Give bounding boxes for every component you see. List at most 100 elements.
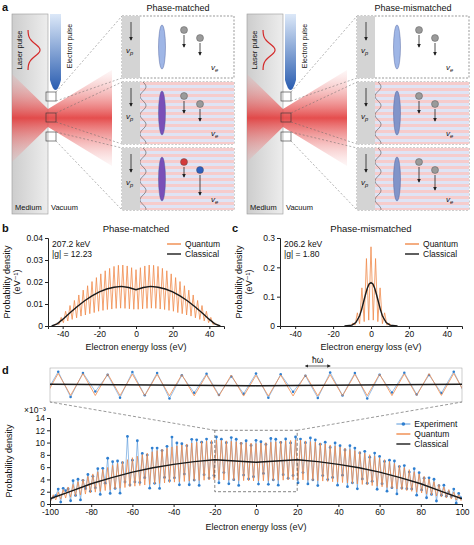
field-band <box>375 178 469 181</box>
field-band <box>375 190 469 193</box>
callout-frame <box>122 82 234 144</box>
figure: aLaser pulseElectron pulseMediumVacuumPh… <box>0 0 474 545</box>
legend-label: Classical <box>185 249 219 259</box>
tick: 0.2 <box>263 263 280 273</box>
axis-title-line: (eV⁻¹) <box>244 270 254 295</box>
legend-label: Classical <box>423 249 457 259</box>
zoom-connector <box>297 402 462 430</box>
scheme-title: Phase-matched <box>146 3 209 13</box>
data-point <box>148 487 151 490</box>
x-axis: -40-2002040 <box>49 326 225 339</box>
data-point <box>393 460 396 463</box>
data-point <box>378 455 381 458</box>
near-field <box>375 82 381 144</box>
data-point <box>257 483 260 486</box>
phase-velocity-arrow <box>131 22 132 40</box>
data-point <box>72 479 75 482</box>
connector <box>56 16 122 92</box>
field-band <box>140 100 234 103</box>
connector <box>291 132 357 148</box>
data-point <box>220 438 223 441</box>
plot-area <box>52 265 221 326</box>
near-field <box>140 82 146 144</box>
electron <box>197 101 204 108</box>
medium-strip <box>122 148 140 210</box>
legend-swatch <box>396 433 410 434</box>
subscript: e <box>215 67 218 73</box>
electron-pulse-slice <box>159 25 166 69</box>
tick: 40 <box>334 504 344 517</box>
field-band <box>140 178 234 181</box>
medium-strip <box>357 82 375 144</box>
focus-box <box>281 113 291 122</box>
tick-label: -60 <box>127 507 140 517</box>
laser-label: Laser pulse <box>15 31 24 70</box>
field-band <box>375 124 469 127</box>
velocity-label: vp <box>361 46 369 56</box>
data-point <box>119 396 122 399</box>
data-point <box>334 441 337 444</box>
data-point <box>151 447 154 450</box>
electron-pulse <box>285 14 296 90</box>
connector <box>56 82 122 113</box>
vacuum-label: Vacuum <box>286 203 313 212</box>
tick: 4 <box>40 475 50 485</box>
data-point <box>101 467 104 470</box>
tick: 6 <box>40 462 50 472</box>
data-point <box>245 439 248 442</box>
legend-swatch <box>167 253 181 254</box>
subscript: e <box>450 199 453 205</box>
field-band <box>140 130 234 133</box>
tick-label: 0 <box>254 507 259 517</box>
tick-label: 0 <box>38 321 43 331</box>
data-point <box>267 483 270 486</box>
tick: -40 <box>290 326 303 339</box>
data-point <box>329 371 332 374</box>
tick-mark <box>47 418 50 419</box>
scheme-title: Phase-mismatched <box>374 3 451 13</box>
data-point <box>205 438 208 441</box>
data-point <box>106 457 109 460</box>
data-point <box>403 464 406 467</box>
electron-label: Electron pulse <box>301 24 309 68</box>
data-point <box>349 444 352 447</box>
laser-beam <box>12 70 112 166</box>
subscript: e <box>450 133 453 139</box>
tick-label: 0 <box>369 329 374 339</box>
data-point <box>59 501 62 504</box>
series-line <box>50 460 462 499</box>
velocity-label: ve <box>211 63 218 73</box>
axis-title: Probability density(eV⁻¹) <box>2 245 22 319</box>
tick: 12 <box>36 426 50 436</box>
velocity-label: vp <box>126 46 134 56</box>
electron-velocity-arrow <box>435 175 436 190</box>
legend: QuantumClassical <box>167 239 220 259</box>
tick: 0 <box>369 326 374 339</box>
electron-label: Electron pulse <box>66 24 74 68</box>
field-band <box>140 208 234 210</box>
phase-velocity-arrow <box>131 88 132 106</box>
tick-label: 0 <box>40 499 45 509</box>
plot-area <box>344 247 397 326</box>
data-point <box>452 488 455 491</box>
laser-label: Laser pulse <box>250 31 259 70</box>
tick-mark <box>45 326 48 327</box>
electron-pulse <box>50 14 61 90</box>
tick-label: 0.01 <box>26 299 43 309</box>
subscript: e <box>450 67 453 73</box>
data-point <box>339 444 342 447</box>
data-point <box>99 493 102 496</box>
tick-label: -20 <box>327 329 340 339</box>
tick: 0.3 <box>263 233 280 243</box>
data-point <box>136 439 139 442</box>
field-band <box>375 142 469 144</box>
vacuum-label: Vacuum <box>51 203 78 212</box>
panel-letter: b <box>2 222 9 234</box>
data-point <box>336 484 339 487</box>
data-point <box>230 436 233 439</box>
data-point <box>141 452 144 455</box>
tick-mark <box>277 238 280 239</box>
field-band <box>375 196 469 199</box>
diagram: aLaser pulseElectron pulseMediumVacuumPh… <box>2 1 469 214</box>
focus-box <box>281 92 291 101</box>
